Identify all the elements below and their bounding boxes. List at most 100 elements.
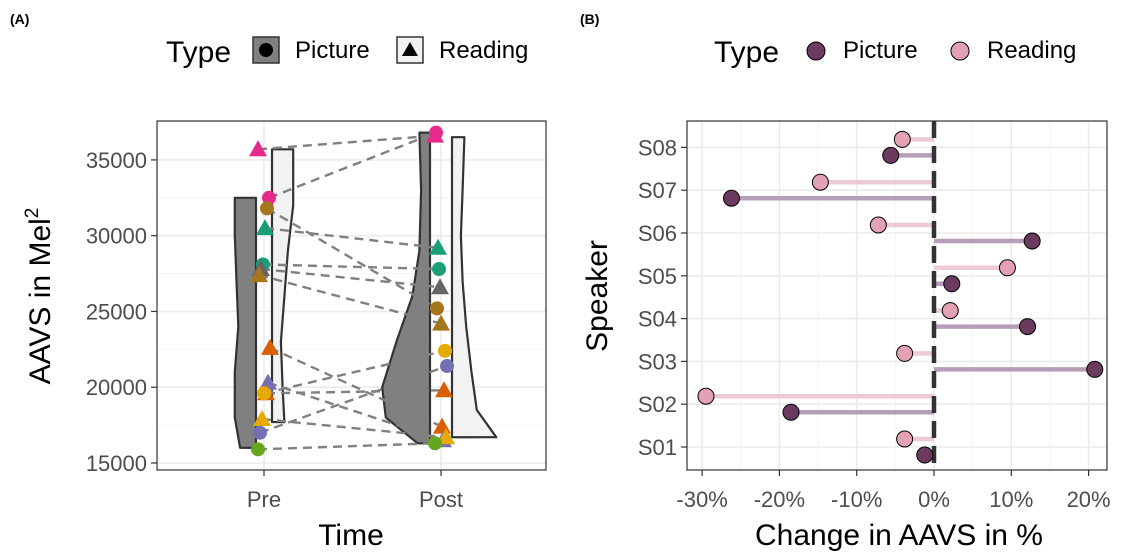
panel-a-legend: Type Picture Reading [166,36,528,69]
violin-reading-post [450,136,498,439]
panel-b-x-title: Change in AAVS in % [755,519,1043,552]
legend-triangle-marker [402,42,418,56]
panel-b-border [686,120,1108,471]
point-reading [437,428,455,445]
x-tick-label: -10% [831,487,882,512]
y-tick-label: 25000 [86,299,147,324]
panel-a-y-title-main: AAVS in Mel [24,218,57,384]
legend-circle-marker [259,43,273,57]
pair-line [257,442,436,451]
y-tick-label: S01 [638,435,677,460]
y-tick-label: 35000 [86,148,147,173]
panel-b-y-title: Speaker [581,240,614,352]
x-tick-label: -20% [754,487,805,512]
pair-line [269,346,443,428]
point-reading [256,219,274,236]
x-tick-label: 0% [918,487,950,512]
panel-b-legend-title: Type [714,36,779,69]
point-picture [253,425,267,440]
panel-a-points [249,125,455,457]
panel-b-plot [686,120,1108,471]
panel-b-axes: -30% -20% -10% 0% 10% 20% S01 S02 S03 S04 S05 S06 S0… [638,135,1111,512]
point-picture [429,125,443,140]
point-picture [440,359,454,374]
panel-a-pair-lines [257,131,448,451]
y-tick-label: S03 [638,349,677,374]
x-tick-label: 20% [1067,487,1111,512]
panel-a-legend-title: Type [166,36,231,69]
panel-b-label: (B) [580,11,599,27]
point-reading [250,266,268,283]
point-reading [432,314,450,331]
point-picture [262,190,276,205]
point-picture [428,436,442,451]
y-tick-label: S08 [638,135,677,160]
dot-reading [697,387,715,405]
point-picture [257,386,271,401]
pair-line [259,364,448,434]
point-picture [260,201,274,216]
pair-line [263,349,446,395]
panel-a-y-title-sup: 2 [22,208,43,219]
panel-b-dots [697,130,1104,464]
pair-line [260,267,441,289]
legend-dot-picture [806,41,826,61]
panel-a-violins [233,131,498,449]
dot-picture [782,403,800,421]
panel-a-x-title: Time [318,519,384,552]
dot-picture [943,275,961,293]
panel-b: (B) Type Picture Reading -30% -20% -10% 0% 1… [580,11,1111,552]
dot-reading [896,430,914,448]
y-tick-label: S07 [638,178,677,203]
violin-picture-pre [233,196,258,449]
legend-dot-reading [950,41,970,61]
panel-a-label: (A) [10,11,29,27]
dot-reading [869,216,887,234]
point-reading [249,140,267,157]
dot-picture [882,146,900,164]
point-picture [251,442,265,457]
y-tick-label: S02 [638,392,677,417]
y-tick-label: S06 [638,221,677,246]
point-reading [253,410,271,427]
y-tick-label: 20000 [86,375,147,400]
violin-picture-post [381,131,432,445]
panel-a-y-title: AAVS in Mel2 [22,208,57,385]
y-tick-label: 30000 [86,224,147,249]
point-reading [435,381,453,398]
pair-line [266,207,438,310]
point-reading [259,373,277,390]
y-tick-label: S04 [638,307,677,332]
panel-b-grid [687,121,1107,470]
panel-a-grid [157,121,546,470]
pair-line [258,273,442,325]
y-tick-label: 15000 [86,451,147,476]
panel-a-axes: 15000 20000 25000 30000 35000 Pre Post [86,148,463,512]
point-picture [432,262,446,277]
panel-a-legend-picture: Picture [295,37,370,64]
point-picture [430,301,444,316]
x-tick-label: 10% [989,487,1033,512]
panel-a-plot [156,120,547,471]
dot-picture [1023,232,1041,250]
panel-a-legend-reading: Reading [439,37,528,64]
dot-picture [1019,318,1037,336]
x-tick-label: -30% [676,487,727,512]
point-reading [431,278,449,295]
dot-reading [811,173,829,191]
point-reading [261,338,279,355]
y-tick-label: S05 [638,264,677,289]
x-tick-label: Pre [247,487,281,512]
point-reading [429,238,447,255]
dot-reading [998,259,1016,277]
panel-b-legend: Type Picture Reading [714,36,1076,69]
dot-picture [1086,360,1104,378]
dot-picture [722,189,740,207]
panel-b-segments [705,137,1095,458]
panel-a: (A) Type Picture Reading 15000 20000 25000… [10,11,547,552]
dot-picture [916,446,934,464]
panel-b-legend-reading: Reading [987,37,1076,64]
panel-b-legend-picture: Picture [843,37,918,64]
dot-reading [893,130,911,148]
